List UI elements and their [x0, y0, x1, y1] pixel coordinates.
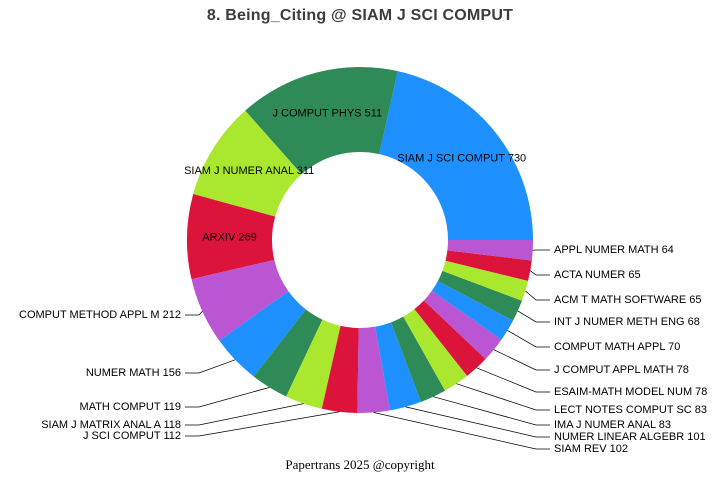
leader-line — [405, 406, 550, 438]
leader-line — [517, 310, 550, 323]
slice-label: INT J NUMER METH ENG 68 — [554, 316, 700, 328]
pie-slice — [447, 240, 533, 261]
pie-slice — [286, 319, 341, 409]
slice-label: J COMPUT APPL MATH 78 — [554, 364, 689, 376]
slice-label: MATH COMPUT 119 — [80, 401, 181, 413]
leader-line — [525, 290, 550, 301]
slice-label: IMA J NUMER ANAL 83 — [554, 419, 671, 431]
leader-line — [185, 311, 203, 316]
pie-slice — [253, 309, 323, 397]
leader-line — [493, 349, 550, 371]
slice-label: ESAIM-MATH MODEL NUM 78 — [554, 386, 707, 398]
pie-slice — [186, 193, 276, 280]
leader-line — [507, 330, 550, 348]
pie-slice — [357, 326, 390, 413]
leader-line — [185, 387, 270, 408]
pie-slice — [423, 290, 502, 360]
slice-label: NUMER MATH 156 — [86, 367, 181, 379]
pie-slice — [219, 291, 306, 377]
slice-label: SIAM REV 102 — [554, 443, 628, 455]
pie-slice — [375, 322, 422, 411]
slice-label: ACM T MATH SOFTWARE 65 — [554, 294, 702, 306]
slice-label: NUMER LINEAR ALGEBR 101 — [554, 431, 706, 443]
pie-slice — [403, 309, 468, 391]
leader-line — [185, 359, 236, 374]
slice-label: LECT NOTES COMPUT SC 83 — [554, 404, 707, 416]
pie-slice — [379, 71, 533, 240]
pie-slice — [442, 260, 529, 301]
slice-label: SIAM J NUMER ANAL 311 — [184, 165, 314, 177]
leader-line — [433, 396, 550, 426]
slice-label: SIAM J SCI COMPUT 730 — [397, 152, 526, 164]
slice-label: J COMPUT PHYS 511 — [272, 108, 382, 120]
slice-label: ARXIV 269 — [202, 231, 256, 243]
leader-line — [456, 383, 550, 411]
pie-slice — [431, 281, 514, 340]
leader-line — [185, 403, 304, 426]
pie-slice — [437, 270, 522, 321]
slice-label: COMPUT MATH APPL 70 — [554, 341, 680, 353]
slice-label: ACTA NUMER 65 — [554, 269, 641, 281]
leader-line — [185, 411, 340, 437]
chart-footer: Papertrans 2025 @copyright — [285, 457, 435, 472]
leader-line — [373, 412, 550, 450]
slice-label: APPL NUMER MATH 64 — [554, 244, 674, 256]
pie-slice — [391, 316, 446, 402]
pie-slice — [445, 250, 532, 281]
pie-slice — [321, 325, 359, 413]
slice-label: J SCI COMPUT 112 — [83, 430, 181, 442]
leader-line — [476, 367, 550, 393]
leader-line — [529, 270, 550, 276]
slice-label: SIAM J MATRIX ANAL A 118 — [41, 419, 181, 431]
pie-slice — [193, 110, 302, 217]
slice-label: COMPUT METHOD APPL M 212 — [19, 309, 181, 321]
pie-slice — [245, 66, 398, 175]
pie-slice — [414, 300, 486, 376]
pie-slice — [191, 259, 289, 341]
chart-title: 8. Being_Citing @ SIAM J SCI COMPUT — [206, 7, 514, 24]
